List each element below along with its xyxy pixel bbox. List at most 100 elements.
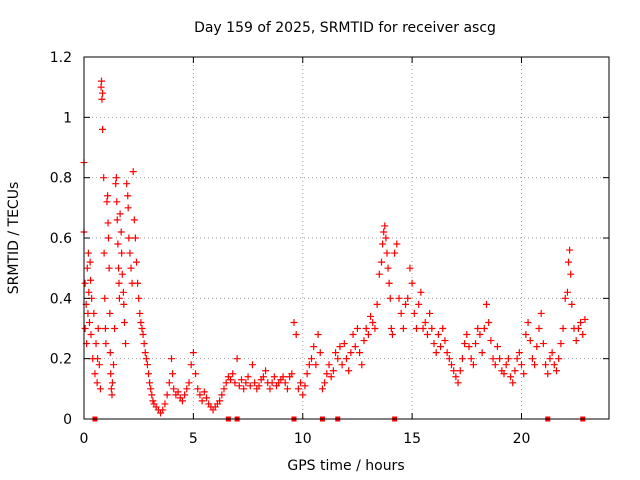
data-point [131, 234, 139, 242]
data-point [231, 379, 239, 387]
data-point [185, 379, 193, 387]
data-point [443, 349, 451, 357]
x-tick-label: 20 [513, 431, 531, 447]
data-point [279, 373, 287, 381]
data-point [450, 367, 458, 375]
data-point [388, 331, 396, 339]
data-point [288, 370, 296, 378]
data-point [99, 125, 107, 133]
data-point [371, 325, 379, 332]
chart-title: Day 159 of 2025, SRMTID for receiver asc… [194, 20, 496, 36]
data-point [428, 325, 436, 332]
data-point [334, 355, 342, 363]
data-point [340, 340, 348, 348]
data-point [509, 379, 517, 387]
data-point [181, 391, 189, 399]
data-point [378, 258, 385, 266]
data-point [108, 391, 116, 399]
data-point [106, 349, 114, 357]
data-point [432, 349, 440, 357]
y-tick-label: 0.6 [50, 231, 72, 247]
y-tick-label: 0.8 [50, 171, 72, 187]
data-point [301, 382, 309, 390]
data-point [565, 258, 573, 266]
data-point [343, 355, 350, 363]
data-point [559, 325, 567, 332]
data-points [80, 77, 589, 417]
data-point [105, 264, 113, 272]
data-point [415, 300, 423, 308]
data-point [115, 279, 123, 287]
data-point [91, 370, 99, 378]
data-point [105, 234, 112, 242]
data-point [483, 300, 490, 308]
data-point [262, 367, 270, 375]
data-point [290, 318, 298, 326]
data-point [84, 249, 92, 257]
data-point [550, 361, 558, 369]
data-point [218, 391, 226, 399]
data-point [297, 379, 305, 387]
data-point [192, 370, 200, 378]
data-point [384, 264, 392, 272]
data-point [183, 385, 191, 393]
data-point [579, 331, 587, 339]
data-point [259, 373, 267, 381]
data-point [336, 343, 344, 351]
data-point [379, 240, 387, 248]
y-tick-label: 0.4 [50, 291, 72, 307]
data-point [568, 300, 576, 308]
data-point [85, 318, 93, 326]
data-point [255, 382, 263, 390]
data-point [246, 382, 254, 390]
data-point [196, 391, 204, 399]
data-point [90, 309, 98, 317]
data-point [380, 228, 388, 236]
data-point [113, 198, 121, 206]
data-point [375, 270, 383, 278]
data-point [98, 77, 105, 85]
data-point [310, 343, 318, 351]
plot-frame [83, 56, 610, 420]
data-point [535, 325, 543, 332]
data-point [93, 379, 101, 387]
data-point [325, 361, 333, 369]
data-point [133, 258, 140, 266]
data-point [581, 315, 589, 323]
data-point [200, 388, 208, 396]
data-point [402, 300, 410, 308]
data-point [104, 219, 112, 227]
data-point [327, 373, 335, 381]
data-point [387, 325, 395, 332]
data-point [136, 309, 144, 317]
data-point [87, 331, 95, 339]
data-point [137, 318, 145, 326]
data-point [149, 397, 157, 405]
data-point [577, 318, 585, 326]
data-point [294, 385, 302, 393]
data-point [504, 355, 512, 363]
data-point [557, 340, 565, 348]
data-point [338, 361, 346, 369]
data-point [138, 325, 146, 332]
data-point [147, 385, 155, 393]
y-tick-label: 1 [63, 110, 72, 126]
data-point [139, 331, 147, 339]
data-point [399, 325, 407, 332]
data-point [178, 397, 186, 405]
data-point [244, 373, 252, 381]
data-point [84, 309, 92, 317]
data-point [445, 355, 453, 363]
data-point [507, 373, 515, 381]
data-point [406, 264, 414, 272]
data-point [118, 270, 126, 278]
data-point [130, 216, 138, 224]
data-point [266, 385, 274, 393]
data-point [101, 325, 109, 332]
data-point [135, 294, 143, 302]
data-point [124, 192, 132, 200]
data-point [572, 337, 580, 345]
data-point [198, 397, 206, 405]
data-point [142, 355, 150, 363]
data-point [170, 385, 178, 393]
